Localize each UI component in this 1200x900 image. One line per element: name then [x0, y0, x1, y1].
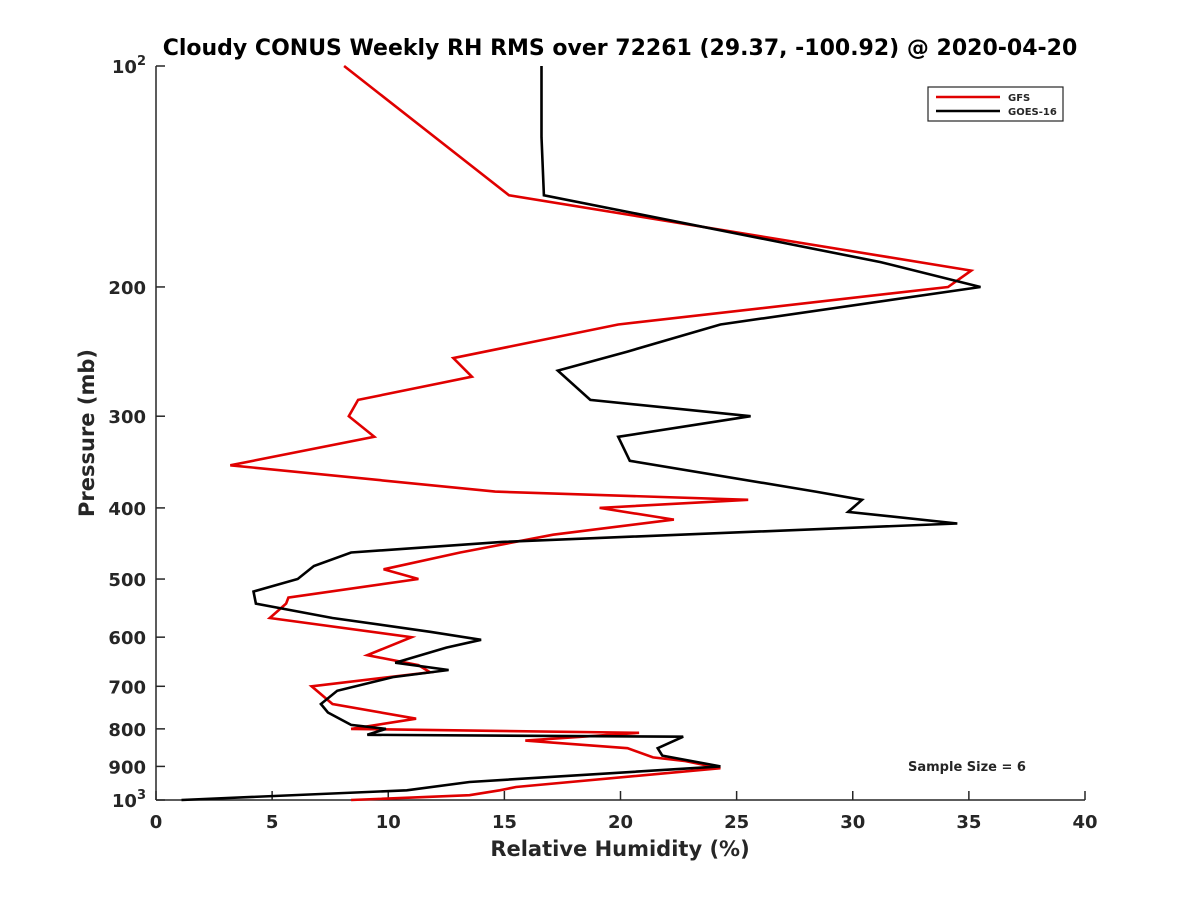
legend-box: [927, 86, 1064, 122]
y-axis-label: Pressure (mb): [75, 349, 99, 517]
plot-area: 0 5 10 15 20 25 30 35 40 102 200 300 400 500 600 700 800…: [108, 54, 1097, 833]
x-tick-label: 35: [956, 812, 981, 833]
legend-label-gfs: GFS: [1008, 93, 1030, 104]
x-tick-label: 30: [840, 812, 865, 833]
y-tick-label: 800: [108, 720, 146, 741]
y-tick-label: 300: [108, 407, 146, 428]
series-line-goes16: [181, 66, 981, 802]
y-tick-label: 500: [108, 570, 146, 591]
y-tick-label: 600: [108, 628, 146, 649]
y-tick-label: 103: [112, 788, 146, 812]
chart-title: Cloudy CONUS Weekly RH RMS over 72261 (2…: [163, 36, 1078, 61]
series-line-gfs: [230, 64, 975, 802]
y-tick-label: 102: [112, 54, 146, 78]
y-tick-label: 700: [108, 677, 146, 698]
x-axis-label: Relative Humidity (%): [490, 837, 749, 861]
sample-size-annotation: Sample Size = 6: [908, 760, 1026, 775]
x-tick-label: 15: [492, 812, 517, 833]
y-tick-label: 900: [108, 757, 146, 778]
x-tick-label: 5: [266, 812, 279, 833]
x-tick-label: 20: [608, 812, 633, 833]
y-tick-label: 200: [108, 278, 146, 299]
legend: GFS GOES-16: [927, 86, 1064, 122]
x-tick-label: 10: [376, 812, 401, 833]
x-tick-label: 25: [724, 812, 749, 833]
legend-label-goes16: GOES-16: [1008, 107, 1057, 118]
y-tick-label: 400: [108, 499, 146, 520]
x-tick-label: 40: [1072, 812, 1097, 833]
x-tick-label: 0: [150, 812, 163, 833]
